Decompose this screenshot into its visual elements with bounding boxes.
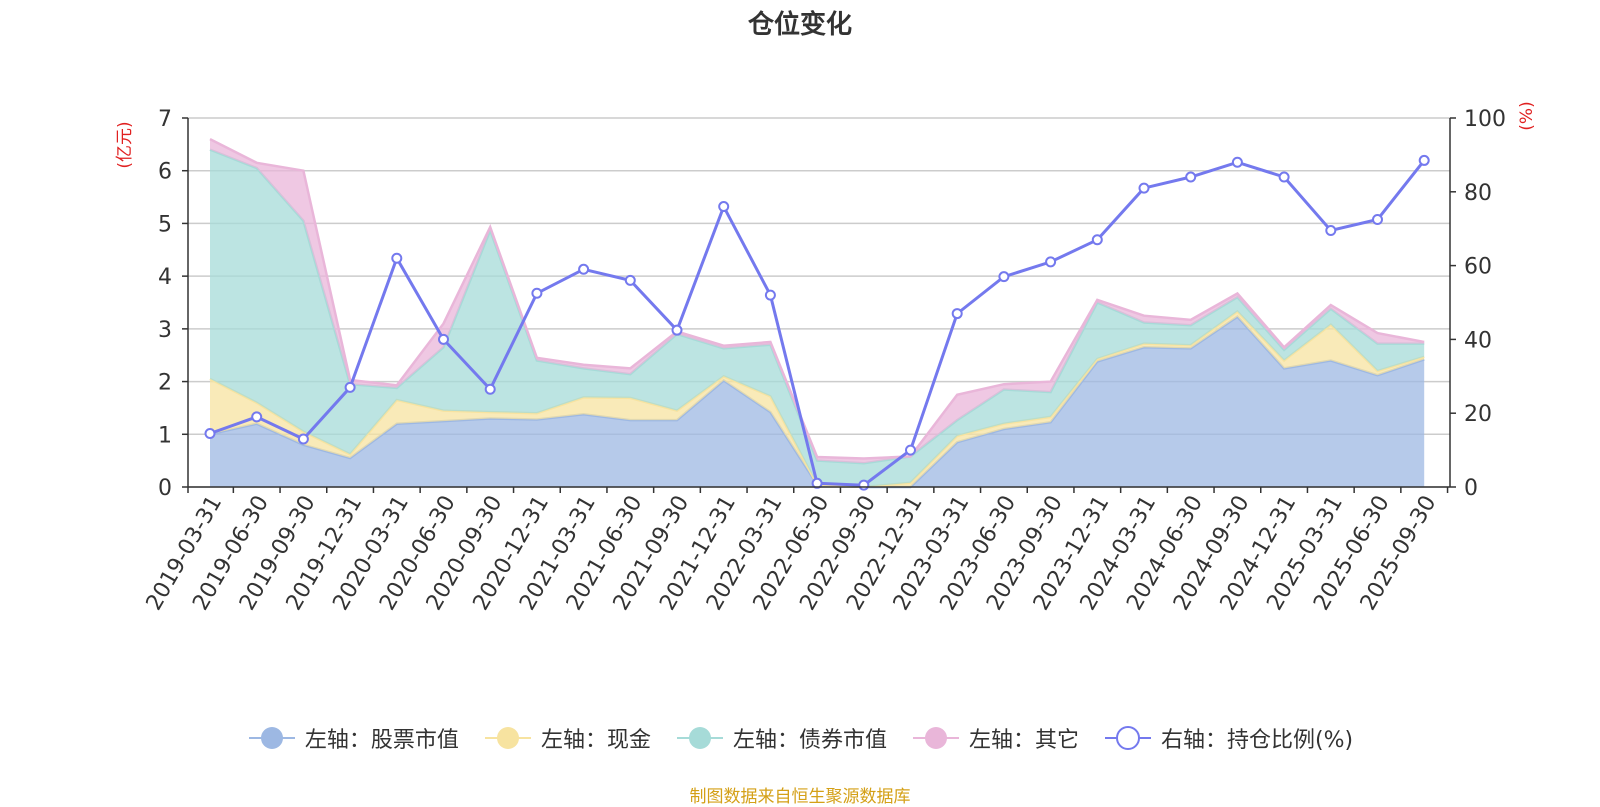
ratio-point[interactable] [858, 479, 870, 491]
ratio-point[interactable] [578, 263, 590, 275]
area-stock [210, 316, 1425, 487]
ratio-point[interactable] [951, 308, 963, 320]
ratio-point[interactable] [1091, 234, 1103, 246]
legend-stock-circle-icon [248, 727, 295, 749]
ratio-point[interactable] [1045, 256, 1057, 268]
ratio-point[interactable] [1325, 225, 1337, 237]
legend-label-ratio: 右轴：持仓比例(%) [1160, 728, 1354, 753]
left-tick-label: 0 [158, 476, 172, 501]
legend-cash-circle-icon [484, 727, 531, 749]
ratio-point[interactable] [624, 274, 636, 286]
right-tick-label: 100 [1464, 107, 1506, 132]
right-tick-label: 80 [1464, 181, 1492, 206]
data-source-footer: 制图数据来自恒生聚源数据库 [689, 787, 911, 807]
legend-item-ratio[interactable]: 右轴：持仓比例(%) [1103, 722, 1353, 754]
ratio-point[interactable] [671, 324, 683, 336]
legend-other-circle-icon [912, 727, 959, 749]
left-tick-label: 5 [158, 212, 172, 237]
left-tick-label: 3 [158, 318, 172, 343]
ratio-point[interactable] [1231, 156, 1243, 168]
left-tick-label: 1 [158, 423, 172, 448]
ratio-point[interactable] [204, 427, 216, 439]
ratio-point[interactable] [764, 289, 776, 301]
legend-bond-circle-icon [676, 727, 723, 749]
ratio-point[interactable] [1372, 213, 1383, 225]
right-tick-label: 0 [1464, 476, 1478, 501]
ratio-point[interactable] [811, 477, 823, 489]
ratio-point[interactable] [391, 252, 403, 264]
ratio-point[interactable] [484, 383, 496, 395]
legend-item-stock[interactable]: 左轴：股票市值 [247, 722, 459, 754]
legend-item-cash[interactable]: 左轴：现金 [483, 722, 651, 754]
position-ratio-line [204, 154, 1430, 491]
right-axis-unit: (%) [1517, 101, 1537, 130]
right-tick-label: 40 [1464, 328, 1492, 353]
left-tick-label: 7 [158, 107, 172, 132]
ratio-point[interactable] [1185, 171, 1197, 183]
ratio-point[interactable] [297, 433, 309, 445]
area-bond [210, 149, 1425, 487]
ratio-point[interactable] [905, 444, 916, 456]
left-tick-label: 6 [158, 160, 172, 185]
ratio-point[interactable] [251, 411, 263, 423]
legend-item-bond[interactable]: 左轴：债券市值 [675, 722, 887, 754]
legend-label-bond: 左轴：债券市值 [732, 728, 887, 753]
ratio-point[interactable] [438, 333, 449, 345]
ratio-point[interactable] [998, 271, 1010, 283]
ratio-point[interactable] [1278, 171, 1290, 183]
chart-title: 仓位变化 [747, 10, 852, 40]
left-axis-unit: (亿元) [115, 121, 135, 168]
ratio-point[interactable] [718, 201, 730, 213]
right-tick-label: 20 [1464, 402, 1492, 427]
ratio-point[interactable] [1138, 182, 1150, 194]
area-other-edge [209, 137, 1425, 460]
legend-label-cash: 左轴：现金 [540, 728, 651, 753]
chart-canvas: 012345670204060801002019-03-312019-06-30… [115, 101, 1537, 614]
left-tick-label: 2 [158, 371, 172, 396]
left-tick-label: 4 [158, 265, 172, 290]
legend-ratio-hollow-circle-icon [1104, 726, 1151, 750]
ratio-point[interactable] [531, 287, 543, 299]
legend-label-other: 左轴：其它 [968, 728, 1079, 753]
right-tick-label: 60 [1464, 255, 1492, 280]
ratio-point[interactable] [1418, 154, 1430, 166]
legend-item-other[interactable]: 左轴：其它 [911, 722, 1079, 754]
ratio-point[interactable] [344, 381, 356, 393]
legend: 左轴：股票市值 左轴：现金 左轴：债券市值 左轴：其它 右轴：持仓比例(%) [0, 722, 1600, 754]
legend-label-stock: 左轴：股票市值 [304, 728, 459, 753]
